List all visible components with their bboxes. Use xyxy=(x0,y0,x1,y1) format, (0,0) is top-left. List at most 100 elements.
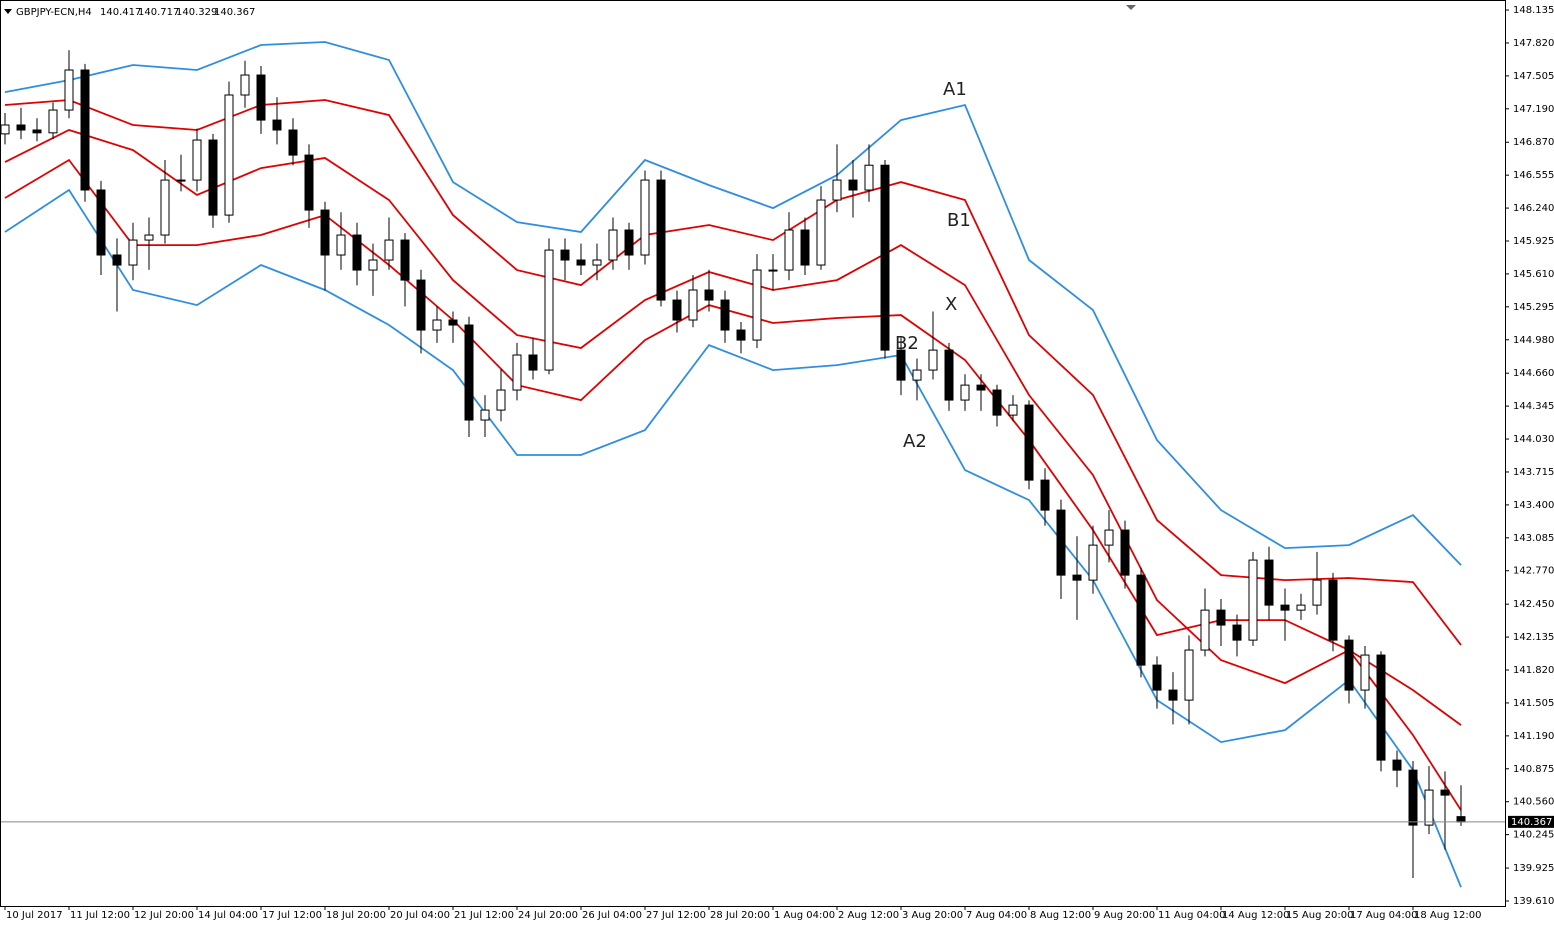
candle-body xyxy=(1152,664,1162,691)
candle-body xyxy=(1344,639,1354,691)
candle-body xyxy=(272,119,282,131)
candle-body xyxy=(144,234,154,241)
candle-body xyxy=(48,109,58,134)
y-tick-label: 146.240 xyxy=(1513,203,1554,214)
candle-body xyxy=(800,229,810,266)
band-line xyxy=(4,99,1462,646)
candle-body xyxy=(496,389,506,411)
x-tick-label: 10 Jul 2017 xyxy=(6,910,63,921)
y-tick-label: 141.190 xyxy=(1513,731,1554,742)
candle-body xyxy=(832,179,842,201)
candle-body xyxy=(256,74,266,121)
candle-body xyxy=(1216,609,1226,626)
candle-body xyxy=(576,259,586,266)
candle-body xyxy=(1024,404,1034,481)
band-line xyxy=(4,158,1462,811)
x-tick-label: 9 Aug 20:00 xyxy=(1094,910,1155,921)
candle-body xyxy=(912,369,922,381)
x-tick-label: 17 Aug 04:00 xyxy=(1350,910,1417,921)
y-tick-label: 144.980 xyxy=(1513,335,1554,346)
candle-body xyxy=(1280,604,1290,611)
candle-body xyxy=(1088,544,1098,581)
x-tick-label: 2 Aug 12:00 xyxy=(838,910,899,921)
candle-body xyxy=(528,354,538,371)
y-tick-label: 146.870 xyxy=(1513,137,1554,148)
candle-body xyxy=(752,269,762,341)
plot-frame xyxy=(0,0,1506,907)
y-tick-label: 141.820 xyxy=(1513,665,1554,676)
y-tick-label: 142.450 xyxy=(1513,599,1554,610)
candle-body xyxy=(208,139,218,216)
y-tick-label: 142.135 xyxy=(1513,632,1554,643)
candle-body xyxy=(1248,559,1258,641)
candle-body xyxy=(1312,579,1322,606)
candle-body xyxy=(544,249,554,371)
y-tick-label: 147.505 xyxy=(1513,71,1554,82)
candle-body xyxy=(400,239,410,281)
candle-body xyxy=(816,199,826,266)
candle-body xyxy=(1360,654,1370,691)
x-tick-label: 8 Aug 12:00 xyxy=(1030,910,1091,921)
candle-body xyxy=(336,234,346,256)
candle-body xyxy=(1072,574,1082,581)
y-tick-label: 147.190 xyxy=(1513,104,1554,115)
y-tick-label: 143.085 xyxy=(1513,533,1554,544)
candle-body xyxy=(1328,579,1338,641)
candle-body xyxy=(80,69,90,191)
y-tick-label: 146.555 xyxy=(1513,170,1554,181)
candle-body xyxy=(928,349,938,371)
candle-body xyxy=(848,179,858,191)
y-tick-label: 142.770 xyxy=(1513,566,1554,577)
candle-body xyxy=(864,164,874,191)
y-tick-label: 144.345 xyxy=(1513,401,1554,412)
candle-body xyxy=(992,389,1002,416)
y-tick-label: 147.820 xyxy=(1513,38,1554,49)
annotation: A2 xyxy=(903,431,927,452)
annotation: B2 xyxy=(895,333,919,354)
candle-body xyxy=(512,354,522,391)
x-tick-label: 18 Jul 20:00 xyxy=(326,910,386,921)
x-tick-label: 11 Jul 12:00 xyxy=(70,910,130,921)
candle-body xyxy=(1136,574,1146,666)
x-tick-label: 7 Aug 04:00 xyxy=(966,910,1027,921)
candle-body xyxy=(896,349,906,381)
x-tick-label: 28 Jul 20:00 xyxy=(710,910,770,921)
candle-body xyxy=(880,164,890,351)
candle-body xyxy=(1056,509,1066,576)
candle-body xyxy=(96,189,106,256)
header-low: 140.329 xyxy=(176,7,217,18)
candle-body xyxy=(192,139,202,181)
x-tick-label: 18 Aug 12:00 xyxy=(1414,910,1481,921)
x-tick-label: 15 Aug 20:00 xyxy=(1286,910,1353,921)
candle-body xyxy=(1200,609,1210,651)
header-high: 140.717 xyxy=(138,7,179,18)
x-tick-label: 1 Aug 04:00 xyxy=(774,910,835,921)
candle-body xyxy=(384,239,394,261)
candle-body xyxy=(944,349,954,401)
band-line xyxy=(4,41,1462,566)
x-tick-label: 26 Jul 04:00 xyxy=(582,910,642,921)
candle-body xyxy=(288,129,298,156)
candle-body xyxy=(1424,789,1434,826)
candle-body xyxy=(736,329,746,341)
y-tick-label: 140.245 xyxy=(1513,830,1554,841)
candle-body xyxy=(160,179,170,236)
candle-body xyxy=(240,74,250,96)
menu-arrow[interactable] xyxy=(4,9,12,14)
candle-body xyxy=(304,154,314,211)
candle-body xyxy=(1408,769,1418,826)
candle-body xyxy=(0,124,10,135)
y-tick-label: 139.925 xyxy=(1513,863,1554,874)
header-close: 140.367 xyxy=(214,7,255,18)
candle-body xyxy=(1440,789,1450,796)
candle-body xyxy=(1264,559,1274,606)
band-line xyxy=(4,188,1462,888)
candle-body xyxy=(560,249,570,261)
x-tick-label: 21 Jul 12:00 xyxy=(454,910,514,921)
x-tick-label: 14 Aug 12:00 xyxy=(1222,910,1289,921)
y-tick-label: 148.135 xyxy=(1513,5,1554,16)
candle-body xyxy=(128,239,138,266)
candle-body xyxy=(784,229,794,271)
annotation: B1 xyxy=(947,210,971,231)
